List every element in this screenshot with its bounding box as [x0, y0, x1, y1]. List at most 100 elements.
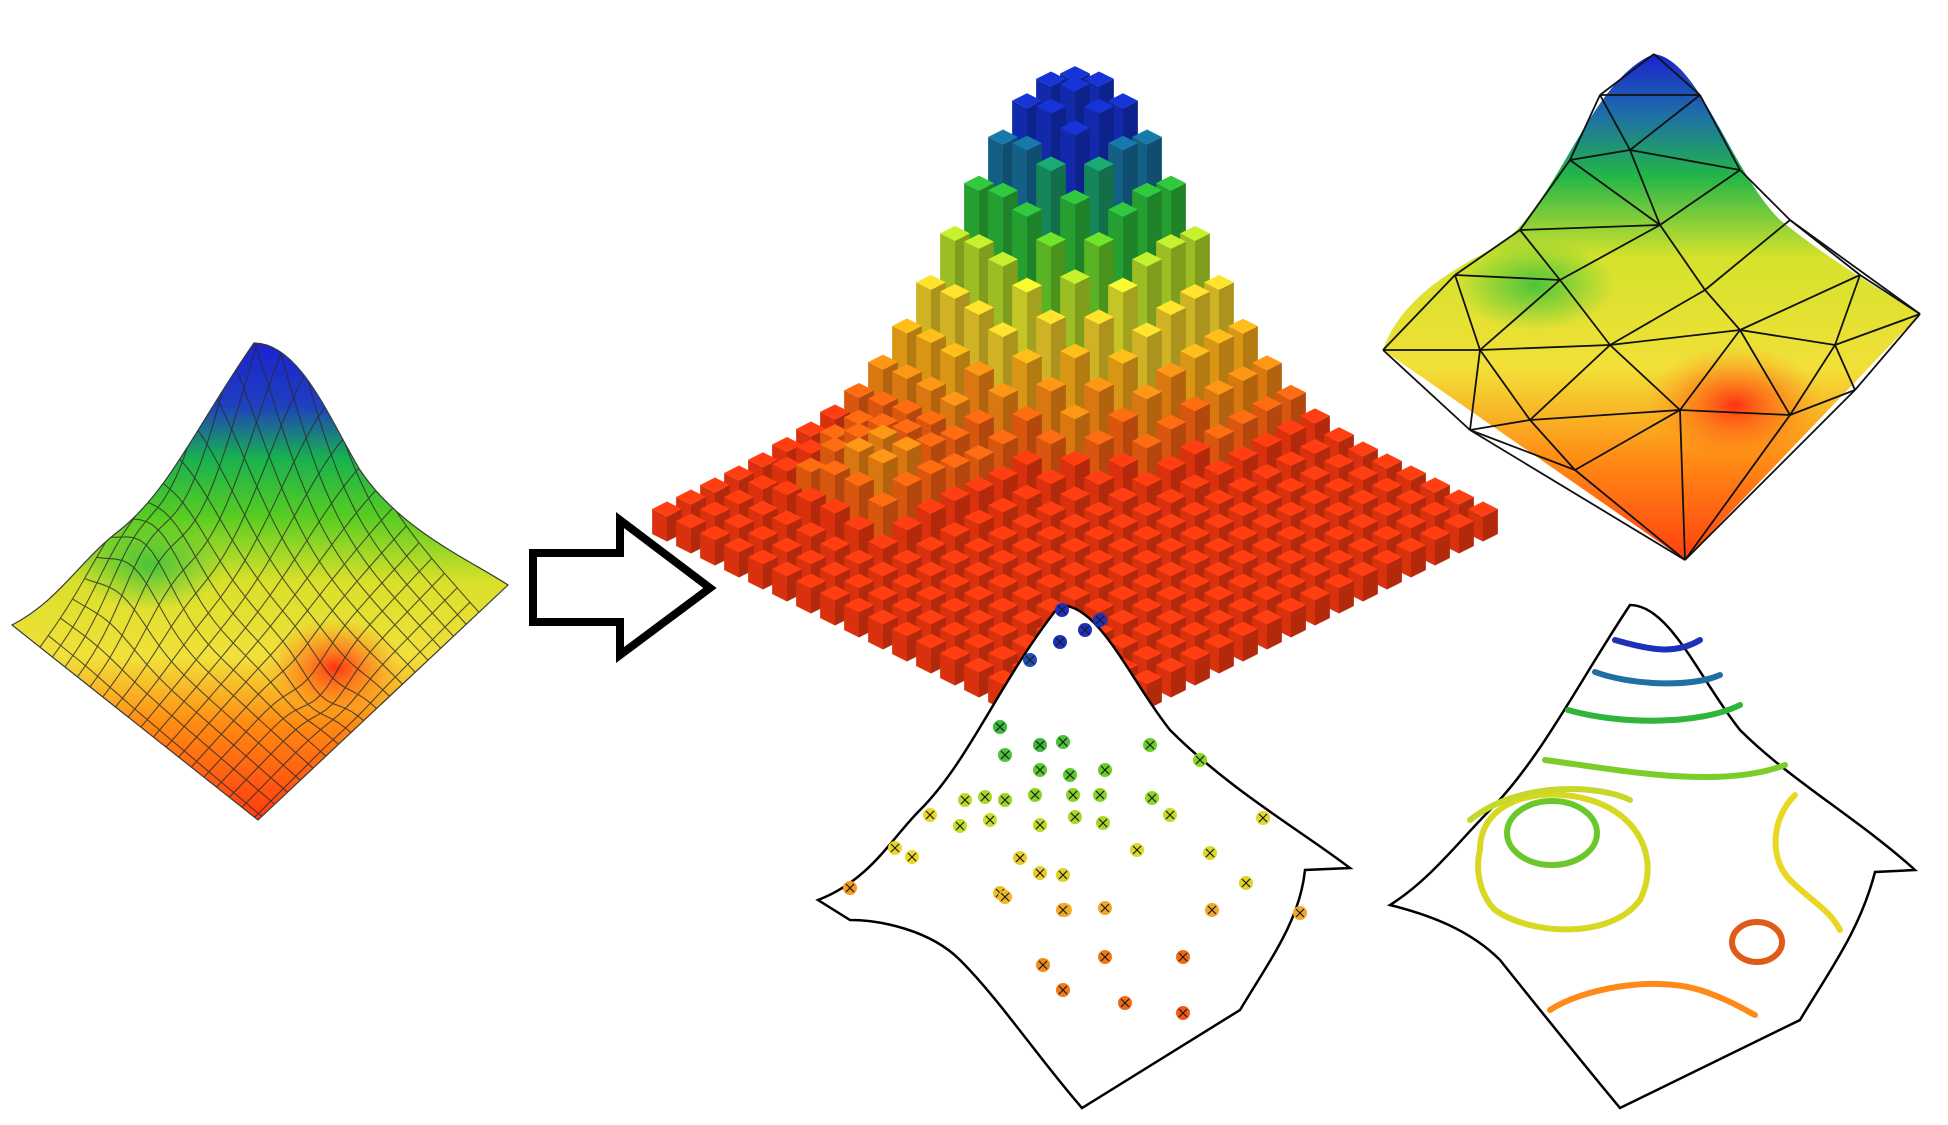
voxel-column — [700, 525, 730, 566]
tin-edge — [1679, 409, 1686, 561]
sample-point — [1130, 843, 1144, 857]
voxel-column — [916, 633, 946, 674]
sample-point — [1193, 753, 1207, 767]
sample-point — [1256, 811, 1270, 825]
tin-edge — [1569, 159, 1661, 226]
sample-point — [1093, 613, 1107, 627]
tin-edge — [1479, 279, 1561, 351]
sample-point — [1033, 763, 1047, 777]
tin-edge — [1659, 224, 1706, 291]
sample-point — [1203, 846, 1217, 860]
tin-edge — [1629, 149, 1741, 171]
tin-edge — [1679, 409, 1791, 416]
sample-point — [1145, 791, 1159, 805]
mesh-line — [208, 587, 458, 820]
sample-point — [1066, 788, 1080, 802]
mesh-line — [220, 601, 471, 820]
sample-point — [1239, 876, 1253, 890]
sample-point — [1068, 810, 1082, 824]
tin-edge — [1479, 349, 1531, 421]
sample-point — [1023, 653, 1037, 667]
mesh-line — [60, 617, 309, 820]
tin-edge — [1574, 469, 1686, 561]
tin-surface-panel — [1382, 53, 1921, 561]
contour-line — [1612, 637, 1703, 653]
tin-edge — [1629, 94, 1701, 151]
voxel-columns-panel — [652, 66, 1498, 746]
tin-edge — [1834, 344, 1856, 391]
tin-edge — [1699, 94, 1741, 171]
sample-point — [998, 890, 1012, 904]
tin-edge — [1529, 409, 1681, 421]
tin-edge — [1629, 149, 1661, 226]
tin-edge — [1469, 429, 1686, 561]
sample-point — [1036, 958, 1050, 972]
tin-edge — [1739, 329, 1791, 416]
voxel-column — [1300, 585, 1330, 626]
tin-edge — [1739, 329, 1836, 346]
sample-point — [1053, 635, 1067, 649]
contour-line — [1467, 785, 1633, 823]
sample-point — [1033, 738, 1047, 752]
tin-edge — [1454, 229, 1521, 276]
tin-edge — [1854, 313, 1921, 391]
sample-point — [1013, 851, 1027, 865]
tin-edge — [1469, 429, 1576, 471]
sample-point — [1163, 808, 1177, 822]
tin-edge — [1704, 219, 1791, 291]
tin-edge — [1559, 279, 1611, 346]
sample-point — [923, 808, 937, 822]
contour-lines-panel — [1386, 603, 1919, 1110]
tin-edge — [1469, 349, 1481, 431]
tin-edge — [1679, 329, 1741, 411]
mesh-line — [146, 506, 395, 793]
tin-edge — [1704, 289, 1741, 331]
contour-line — [1504, 798, 1600, 868]
sample-point — [993, 720, 1007, 734]
tin-edge — [1569, 149, 1631, 161]
source-mesh-surface — [10, 342, 509, 821]
surface-outline — [815, 603, 1354, 1110]
tin-edge — [1834, 313, 1921, 346]
tin-edge — [1609, 289, 1706, 346]
contour-line — [1729, 919, 1785, 965]
sample-point — [1056, 983, 1070, 997]
tin-edge — [1599, 94, 1631, 151]
tin-edge — [1529, 344, 1611, 421]
mesh-line — [120, 516, 371, 775]
mesh-line — [47, 635, 296, 820]
tin-edge — [1653, 53, 1701, 96]
tin-edge — [1739, 169, 1791, 221]
depression-spot — [265, 618, 405, 718]
sample-point — [905, 850, 919, 864]
tin-edge — [1609, 344, 1681, 411]
voxel-column — [652, 501, 682, 542]
sample-point — [1033, 866, 1047, 880]
sample-point — [998, 793, 1012, 807]
sample-points-panel — [815, 603, 1354, 1110]
sample-point — [1176, 950, 1190, 964]
sample-point — [1143, 738, 1157, 752]
sample-point — [983, 813, 997, 827]
tin-edge — [1569, 94, 1601, 161]
mesh-line — [96, 556, 346, 799]
sample-point — [953, 819, 967, 833]
sample-point — [888, 841, 902, 855]
tin-edge — [1574, 409, 1681, 471]
tin-edge — [1454, 274, 1561, 281]
voxel-column — [868, 609, 898, 650]
voxel-column — [1396, 537, 1426, 578]
sample-point — [1056, 903, 1070, 917]
tin-edge — [1469, 419, 1531, 431]
tin-edge — [1382, 274, 1456, 351]
mesh-line — [196, 572, 445, 820]
sample-point — [1293, 906, 1307, 920]
mesh-line — [132, 496, 384, 763]
sample-point — [1118, 996, 1132, 1010]
mesh-line — [171, 542, 420, 813]
voxel-column — [1252, 561, 1282, 602]
tin-edge — [1519, 224, 1661, 231]
sample-point — [1055, 603, 1069, 617]
tin-edge — [1599, 53, 1655, 96]
